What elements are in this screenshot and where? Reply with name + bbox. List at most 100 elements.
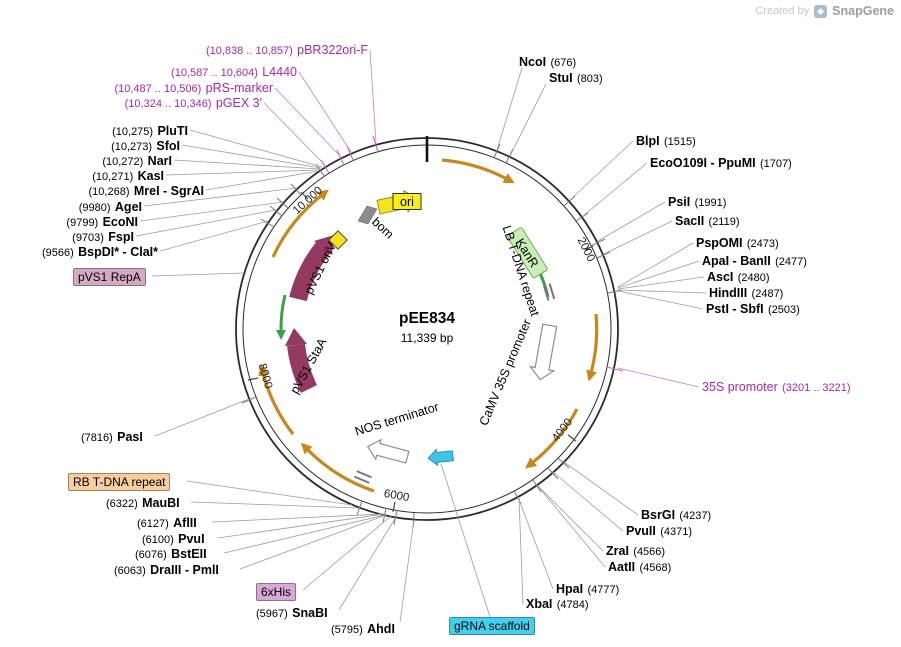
enzyme-pos: (4237) bbox=[679, 510, 712, 522]
enzyme-pos: (803) bbox=[576, 73, 603, 85]
tick-label-8000: 8000 bbox=[256, 362, 275, 390]
plasmid-title-block: pEE834 11,339 bp bbox=[352, 310, 502, 345]
primer-label-l4440[interactable]: (10,587 .. 10,604) L4440 bbox=[0, 65, 297, 80]
enzyme-label-draiii[interactable]: (6063) DraIII - PmlI bbox=[113, 563, 219, 578]
enzyme-label-bspdi[interactable]: (9566) BspDI* - ClaI* bbox=[0, 245, 158, 260]
primer-range: (10,324 .. 10,346) bbox=[124, 98, 212, 110]
enzyme-label-zrai[interactable]: ZraI (4566) bbox=[606, 544, 666, 559]
enzyme-name: FspI bbox=[108, 230, 134, 244]
enzyme-label-psti[interactable]: PstI - SbfI (2503) bbox=[706, 302, 801, 317]
enzyme-label-sfoi[interactable]: (10,273) SfoI bbox=[0, 139, 180, 154]
enzyme-pos: (4784) bbox=[556, 599, 589, 611]
primer-label-prs-marker[interactable]: (10,487 .. 10,506) pRS-marker bbox=[0, 81, 273, 96]
enzyme-pos: (10,268) bbox=[88, 186, 130, 198]
enzyme-label-hpai[interactable]: HpaI (4777) bbox=[556, 582, 620, 597]
ori-label[interactable]: ori bbox=[392, 193, 422, 210]
enzyme-pos: (6127) bbox=[137, 518, 169, 530]
enzyme-name: PspOMI bbox=[696, 236, 743, 250]
enzyme-pos: (4371) bbox=[660, 526, 693, 538]
plasmid-name: pEE834 bbox=[398, 310, 455, 327]
enzyme-label-kasi[interactable]: (10,271) KasI bbox=[0, 169, 164, 184]
enzyme-name: EcoO109I - PpuMI bbox=[650, 156, 756, 170]
bom-label[interactable]: bom bbox=[369, 215, 396, 242]
enzyme-label-asci[interactable]: AscI (2480) bbox=[707, 270, 771, 285]
enzyme-name: SnaBI bbox=[292, 606, 328, 620]
enzyme-pos: (2503) bbox=[768, 304, 800, 316]
enzyme-pos: (1515) bbox=[663, 136, 696, 148]
enzyme-label-nari[interactable]: (10,272) NarI bbox=[0, 154, 172, 169]
pvs1-repa-boxed-label[interactable]: pVS1 RepA bbox=[73, 268, 146, 286]
enzyme-pos: (10,275) bbox=[112, 126, 154, 138]
enzyme-pos: (7816) bbox=[81, 432, 113, 444]
enzyme-name: PvuII bbox=[626, 524, 656, 538]
enzyme-label-pasi[interactable]: (7816) PasI bbox=[80, 430, 143, 445]
enzyme-label-blpi[interactable]: BlpI (1515) bbox=[636, 134, 697, 149]
yellow-diamond-marker[interactable] bbox=[328, 230, 348, 250]
enzyme-label-pvuii[interactable]: PvuII (4371) bbox=[626, 524, 693, 539]
rb-tdna-glyph[interactable] bbox=[354, 470, 372, 484]
grna-scaffold-boxed-label[interactable]: gRNA scaffold bbox=[449, 617, 535, 635]
rb-tdna-boxed-label[interactable]: RB T-DNA repeat bbox=[68, 473, 171, 491]
promoter-annotation-label[interactable]: 35S promoter (3201 .. 3221) bbox=[702, 380, 852, 395]
pvs1-staa-arrow[interactable] bbox=[285, 328, 318, 394]
enzyme-label-ecoo109i[interactable]: EcoO109I - PpuMI (1707) bbox=[650, 156, 793, 171]
primer-range: (10,587 .. 10,604) bbox=[171, 67, 258, 79]
nos-terminator-label[interactable]: NOS terminator bbox=[353, 400, 440, 439]
watermark-text: Created by bbox=[755, 5, 810, 17]
enzyme-label-pspomi[interactable]: PspOMI (2473) bbox=[696, 236, 780, 251]
bom-marker[interactable] bbox=[357, 205, 378, 225]
enzyme-name: HpaI bbox=[556, 582, 584, 596]
enzyme-label-apai[interactable]: ApaI - BanII (2477) bbox=[702, 254, 808, 269]
enzyme-name: BstEII bbox=[171, 547, 207, 561]
enzyme-pos: (4568) bbox=[639, 562, 672, 574]
annotation-range: (3201 .. 3221) bbox=[782, 382, 851, 394]
enzyme-label-hindiii[interactable]: HindIII (2487) bbox=[709, 286, 784, 301]
lb-tdna-glyph[interactable] bbox=[542, 283, 556, 301]
gold-feature-arrows[interactable] bbox=[258, 158, 599, 493]
enzyme-label-bsrgi[interactable]: BsrGI (4237) bbox=[641, 508, 712, 523]
enzyme-name: ApaI - BanII bbox=[702, 254, 771, 268]
primer-name: pBR322ori-F bbox=[297, 43, 368, 57]
enzyme-name: MreI - SgrAI bbox=[133, 184, 204, 198]
primer-label-pbr322ori-f[interactable]: (10,838 .. 10,857) pBR322ori-F bbox=[0, 43, 368, 58]
enzyme-label-snabi[interactable]: (5967) SnaBI bbox=[255, 606, 328, 621]
camv-35s-promoter-arrow[interactable] bbox=[528, 323, 561, 381]
enzyme-label-ahdi[interactable]: (5795) AhdI bbox=[330, 622, 395, 637]
grna-scaffold-arrow[interactable] bbox=[427, 448, 454, 467]
enzyme-label-aflii[interactable]: (6127) AflII bbox=[136, 516, 197, 531]
enzyme-label-maubi[interactable]: (6322) MauBI bbox=[105, 496, 180, 511]
enzyme-label-agei[interactable]: (9980) AgeI bbox=[0, 200, 142, 215]
enzyme-name: DraIII - PmlI bbox=[150, 563, 219, 577]
enzyme-label-xbai[interactable]: XbaI (4784) bbox=[526, 597, 590, 612]
green-arrow-left bbox=[275, 294, 287, 340]
enzyme-name: AgeI bbox=[114, 200, 142, 214]
enzyme-name: PasI bbox=[117, 430, 143, 444]
enzyme-label-ncoi[interactable]: NcoI (676) bbox=[519, 55, 577, 70]
enzyme-label-aatii[interactable]: AatII (4568) bbox=[608, 560, 672, 575]
enzyme-pos: (4566) bbox=[633, 546, 666, 558]
enzyme-label-pvui[interactable]: (6100) PvuI bbox=[141, 532, 205, 547]
sixhis-boxed-label[interactable]: 6xHis bbox=[256, 583, 297, 601]
enzyme-label-econi[interactable]: (9799) EcoNI bbox=[0, 215, 138, 230]
enzyme-name: AscI bbox=[707, 270, 734, 284]
enzyme-name: KasI bbox=[137, 169, 164, 183]
plasmid-backbone-ring bbox=[235, 136, 619, 521]
enzyme-label-sacii[interactable]: SacII (2119) bbox=[675, 214, 741, 229]
enzyme-label-mrei[interactable]: (10,268) MreI - SgrAI bbox=[0, 184, 204, 199]
primer-name: pGEX 3' bbox=[215, 96, 262, 110]
enzyme-label-pluti[interactable]: (10,275) PluTI bbox=[0, 124, 188, 139]
enzyme-name: NarI bbox=[147, 154, 172, 168]
enzyme-pos: (1991) bbox=[694, 197, 727, 209]
enzyme-label-bsteii[interactable]: (6076) BstEII bbox=[134, 547, 207, 562]
enzyme-pos: (676) bbox=[550, 57, 577, 69]
enzyme-pos: (10,271) bbox=[92, 171, 134, 183]
enzyme-label-stui[interactable]: StuI (803) bbox=[549, 71, 604, 86]
primer-label-pgex3[interactable]: (10,324 .. 10,346) pGEX 3' bbox=[0, 96, 262, 111]
enzyme-pos: (9703) bbox=[72, 232, 104, 244]
enzyme-label-fspi[interactable]: (9703) FspI bbox=[0, 230, 134, 245]
enzyme-label-psii[interactable]: PsiI (1991) bbox=[668, 195, 727, 210]
annotation-name: 35S promoter bbox=[702, 380, 778, 394]
nos-terminator-arrow[interactable] bbox=[365, 437, 410, 467]
watermark-brand: SnapGene bbox=[832, 4, 894, 18]
enzyme-name: NcoI bbox=[519, 55, 547, 69]
